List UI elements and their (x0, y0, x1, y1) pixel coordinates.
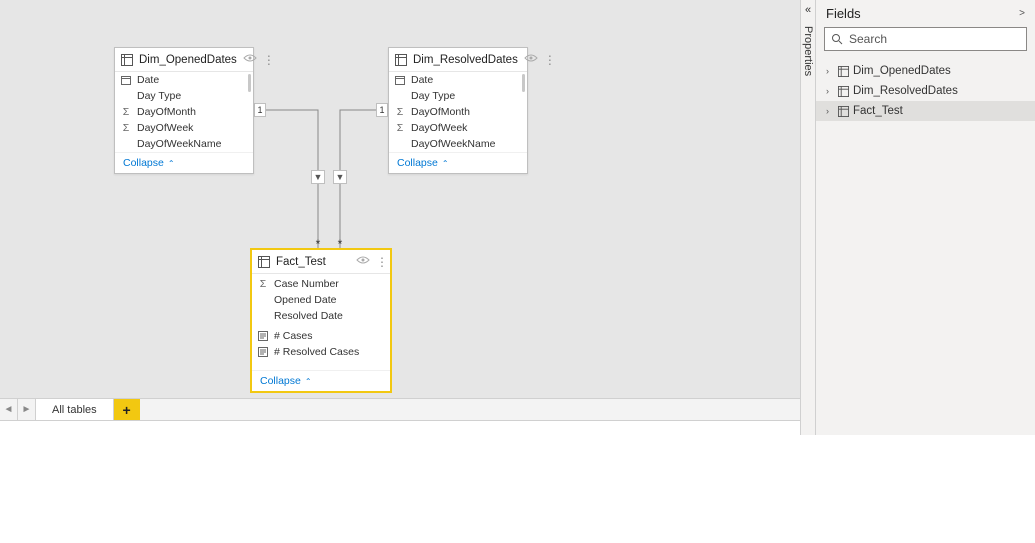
chevron-up-icon: ⌃ (442, 159, 449, 168)
measure-icon (256, 347, 270, 357)
field-table-fact-test[interactable]: › Fact_Test (816, 101, 1035, 121)
sigma-icon: Σ (393, 106, 407, 118)
table-icon (395, 54, 407, 66)
chevron-right-icon: › (826, 86, 834, 96)
collapse-link[interactable]: Collapse⌃ (115, 152, 253, 173)
sigma-icon: Σ (393, 122, 407, 134)
status-area (0, 421, 800, 543)
calendar-icon (393, 75, 407, 85)
table-icon (838, 106, 849, 117)
layout-tabbar: ◄ ► All tables + (0, 398, 800, 421)
more-options-icon[interactable]: ⋮ (263, 53, 271, 67)
more-options-icon[interactable]: ⋮ (376, 255, 384, 269)
chevron-right-icon: › (826, 106, 834, 116)
chevron-right-icon: › (826, 66, 834, 76)
tab-add-button[interactable]: + (114, 399, 140, 420)
search-placeholder: Search (849, 32, 887, 46)
scrollbar-thumb[interactable] (248, 74, 251, 92)
sigma-icon: Σ (119, 106, 133, 118)
field-label[interactable]: DayOfMonth (137, 106, 196, 118)
collapse-chevrons-icon[interactable]: « (805, 4, 811, 16)
field-label[interactable]: DayOfWeekName (411, 138, 495, 150)
collapse-link[interactable]: Collapse⌃ (252, 370, 390, 391)
properties-pane-collapsed[interactable]: « Properties (800, 0, 815, 435)
tab-next-button[interactable]: ► (18, 399, 36, 420)
entity-title: Dim_OpenedDates (139, 54, 237, 66)
collapse-link[interactable]: Collapse⌃ (389, 152, 527, 173)
fields-pane: Fields > Search › Dim_OpenedDates › Dim_… (815, 0, 1035, 435)
field-label[interactable]: Resolved Date (274, 310, 343, 322)
entity-title: Fact_Test (276, 256, 350, 268)
cardinality-one-opened: 1 (254, 103, 266, 117)
field-label[interactable]: # Resolved Cases (274, 346, 359, 358)
entity-card-dim-resolved[interactable]: Dim_ResolvedDates ⋮ Date Day Type ΣDayOf… (388, 47, 528, 174)
field-label[interactable]: Day Type (137, 90, 181, 102)
field-label[interactable]: # Cases (274, 330, 313, 342)
search-icon (831, 33, 843, 45)
field-table-label: Dim_OpenedDates (853, 65, 951, 77)
field-table-dim-openeddates[interactable]: › Dim_OpenedDates (816, 61, 1035, 81)
cardinality-one-resolved: 1 (376, 103, 388, 117)
field-label[interactable]: DayOfMonth (411, 106, 470, 118)
properties-pane-label: Properties (802, 24, 814, 76)
table-icon (121, 54, 133, 66)
filter-direction-arrow: ▼ (311, 170, 325, 184)
tab-all-tables[interactable]: All tables (36, 399, 114, 420)
field-table-label: Dim_ResolvedDates (853, 85, 958, 97)
table-icon (838, 86, 849, 97)
field-table-dim-resolveddates[interactable]: › Dim_ResolvedDates (816, 81, 1035, 101)
model-canvas[interactable]: 1 1 ▼ ▼ * * Dim_OpenedDates ⋮ Date Day T… (0, 0, 800, 398)
expand-icon[interactable]: > (1019, 8, 1025, 19)
visibility-icon[interactable] (524, 53, 538, 66)
visibility-icon[interactable] (243, 53, 257, 66)
measure-icon (256, 331, 270, 341)
field-label[interactable]: DayOfWeekName (137, 138, 221, 150)
field-label[interactable]: Day Type (411, 90, 455, 102)
field-label[interactable]: DayOfWeek (411, 122, 467, 134)
fields-list: › Dim_OpenedDates › Dim_ResolvedDates › … (816, 57, 1035, 125)
table-icon (838, 66, 849, 77)
chevron-up-icon: ⌃ (305, 377, 312, 386)
fields-pane-title: Fields (826, 6, 861, 21)
sigma-icon: Σ (256, 278, 270, 290)
field-label[interactable]: Date (411, 74, 433, 86)
calendar-icon (119, 75, 133, 85)
entity-card-fact-test[interactable]: Fact_Test ⋮ Σ Case Number Opened Date Res… (251, 249, 391, 392)
table-icon (258, 256, 270, 268)
chevron-up-icon: ⌃ (168, 159, 175, 168)
more-options-icon[interactable]: ⋮ (544, 53, 552, 67)
field-label[interactable]: Case Number (274, 278, 339, 290)
visibility-icon[interactable] (356, 255, 370, 268)
field-table-label: Fact_Test (853, 105, 903, 117)
scrollbar-thumb[interactable] (522, 74, 525, 92)
entity-title: Dim_ResolvedDates (413, 54, 518, 66)
tab-prev-button[interactable]: ◄ (0, 399, 18, 420)
entity-card-dim-opened[interactable]: Dim_OpenedDates ⋮ Date Day Type ΣDayOfMo… (114, 47, 254, 174)
field-label[interactable]: Date (137, 74, 159, 86)
filter-direction-arrow: ▼ (333, 170, 347, 184)
sigma-icon: Σ (119, 122, 133, 134)
field-label[interactable]: DayOfWeek (137, 122, 193, 134)
search-input[interactable]: Search (824, 27, 1027, 51)
field-label[interactable]: Opened Date (274, 294, 336, 306)
